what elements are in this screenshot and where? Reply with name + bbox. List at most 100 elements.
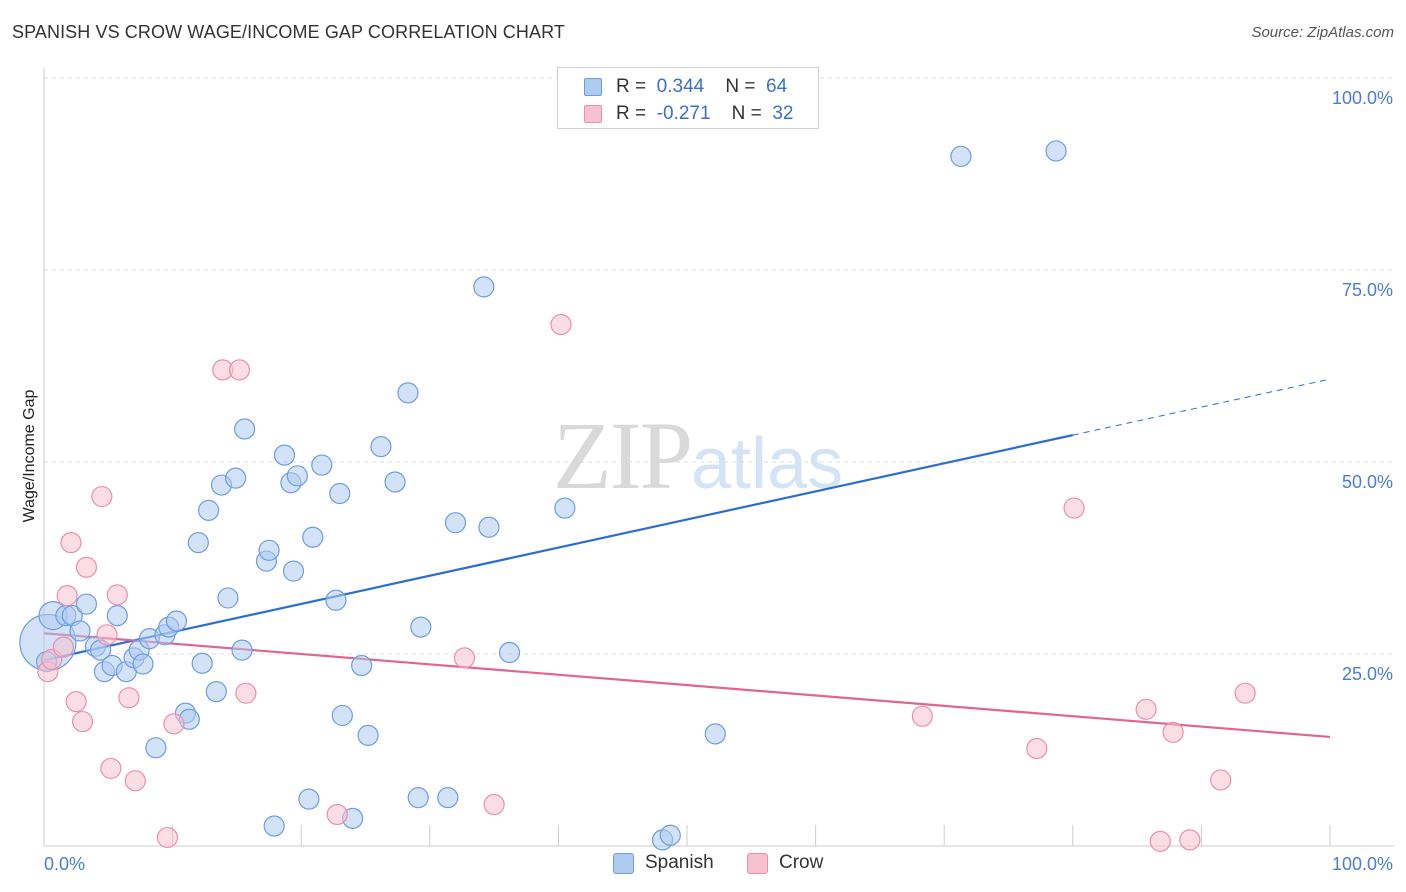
point-spanish-52 (437, 787, 459, 809)
source-label: Source: ZipAtlas.com (1251, 24, 1394, 41)
point-crow-7 (75, 556, 98, 578)
point-crow-27 (1149, 830, 1171, 852)
point-crow-20 (453, 647, 476, 669)
point-spanish-54 (473, 276, 495, 298)
trend-line-spanish-extension (1072, 378, 1331, 436)
chart-title: SPANISH VS CROW WAGE/INCOME GAP CORRELAT… (12, 22, 565, 42)
point-crow-9 (96, 624, 118, 646)
point-spanish-59 (659, 824, 681, 846)
point-crow-18 (235, 682, 257, 704)
point-crow-26 (1135, 698, 1157, 720)
point-crow-14 (156, 826, 179, 849)
point-crow-30 (1210, 769, 1232, 791)
point-spanish-51 (410, 616, 432, 638)
point-crow-22 (550, 313, 572, 336)
point-spanish-23 (191, 652, 213, 674)
legend-n-value-spanish: 64 (766, 76, 788, 97)
point-spanish-43 (331, 704, 353, 727)
y-axis-label: Wage/Income Gap (21, 390, 38, 523)
legend-r-label: R = (616, 76, 647, 97)
point-spanish-62 (1045, 140, 1067, 162)
point-spanish-39 (302, 526, 324, 548)
x-tick-label-max: 100.0% (1332, 854, 1393, 874)
point-spanish-22 (187, 532, 209, 554)
legend-swatch-spanish (613, 853, 634, 874)
point-crow-23 (911, 705, 933, 727)
point-spanish-24 (198, 499, 220, 521)
point-spanish-34 (273, 444, 296, 466)
point-crow-3 (56, 585, 78, 607)
point-crow-15 (163, 713, 185, 735)
point-crow-28 (1162, 721, 1184, 743)
point-crow-21 (483, 793, 505, 816)
point-spanish-57 (554, 497, 576, 519)
y-tick-label-50: 50.0% (1342, 472, 1393, 492)
point-crow-17 (228, 359, 251, 381)
legend-swatch-crow (747, 853, 768, 874)
y-tick-label-25: 25.0% (1342, 664, 1393, 684)
point-crow-2 (52, 636, 74, 658)
point-spanish-25 (205, 681, 227, 703)
point-crow-13 (124, 770, 146, 792)
legend-n-value-crow: 32 (772, 103, 794, 124)
point-spanish-4 (69, 620, 91, 642)
trend-line-spanish (43, 434, 1074, 662)
trend-line-crow (43, 632, 1331, 739)
point-crow-12 (118, 687, 140, 709)
point-spanish-48 (384, 471, 406, 493)
legend-label-spanish: Spanish (645, 852, 714, 873)
point-spanish-56 (498, 641, 521, 664)
point-spanish-60 (704, 723, 726, 745)
legend-r-value-spanish: 0.344 (656, 76, 705, 97)
legend-swatch-crow (584, 105, 602, 123)
point-spanish-28 (225, 467, 247, 489)
legend-r-value-crow: -0.271 (656, 103, 711, 124)
point-spanish-49 (397, 382, 419, 404)
point-spanish-27 (217, 587, 239, 609)
watermark-zip: ZIP (553, 402, 693, 509)
point-spanish-14 (132, 653, 154, 675)
point-crow-8 (91, 485, 113, 508)
point-spanish-32 (258, 539, 280, 561)
data-points (19, 140, 1256, 852)
correlation-legend: R = 0.344 N = 64 R = -0.271 N = 32 (557, 67, 819, 129)
point-spanish-30 (234, 418, 256, 440)
point-crow-5 (65, 691, 87, 713)
watermark: ZIPatlas (553, 400, 843, 511)
point-spanish-36 (282, 560, 305, 582)
point-spanish-37 (286, 465, 308, 487)
point-crow-25 (1063, 497, 1085, 519)
point-spanish-50 (407, 787, 429, 809)
point-spanish-10 (106, 604, 128, 627)
point-crow-10 (100, 757, 122, 780)
legend-text-spanish: R = 0.344 N = 64 (616, 76, 787, 98)
point-crow-31 (1234, 682, 1256, 704)
point-spanish-16 (145, 737, 167, 759)
point-crow-29 (1179, 829, 1201, 851)
x-tick-label-min: 0.0% (44, 854, 85, 874)
legend-n-label: N = (725, 76, 756, 97)
point-spanish-33 (263, 815, 285, 837)
point-spanish-19 (165, 610, 188, 632)
point-spanish-47 (370, 436, 392, 458)
point-spanish-29 (231, 639, 253, 661)
legend-n-label: N = (731, 103, 762, 124)
point-spanish-55 (478, 516, 500, 538)
point-spanish-41 (325, 589, 347, 611)
tick-labels: 25.0% 50.0% 75.0% 100.0% 0.0% 100.0% (44, 88, 1393, 874)
point-crow-24 (1026, 737, 1048, 760)
point-spanish-38 (298, 788, 320, 810)
legend-r-label: R = (616, 103, 647, 124)
point-crow-19 (326, 803, 348, 826)
legend-label-crow: Crow (779, 852, 824, 873)
series-legend: Spanish Crow (0, 852, 1406, 878)
trend-lines (43, 378, 1331, 739)
point-spanish-46 (357, 724, 379, 747)
point-crow-6 (71, 710, 94, 733)
y-tick-label-100: 100.0% (1332, 88, 1393, 108)
point-spanish-5 (75, 593, 98, 615)
point-spanish-53 (444, 512, 467, 534)
point-spanish-40 (311, 454, 333, 476)
point-crow-11 (106, 584, 128, 606)
